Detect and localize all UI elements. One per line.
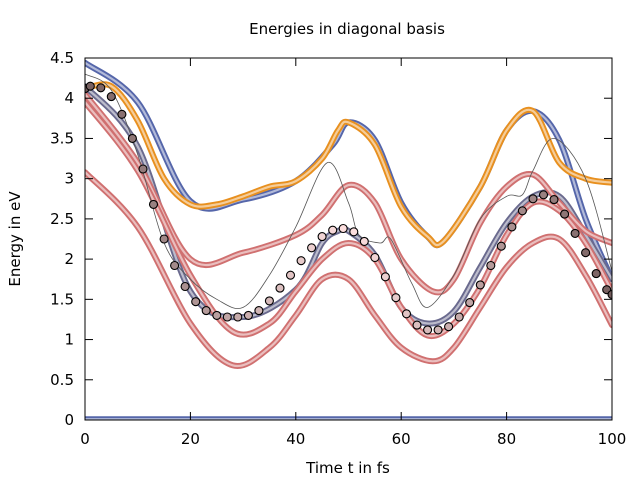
x-tick-label: 20 xyxy=(181,430,200,448)
series-8-point xyxy=(96,83,106,93)
plot-area xyxy=(85,59,612,420)
series-8-point xyxy=(486,260,496,271)
series-8-point xyxy=(607,289,612,300)
series-8-point xyxy=(412,320,422,330)
chart-title: Energies in diagonal basis xyxy=(249,20,445,38)
series-8-point xyxy=(391,293,401,303)
series-8-point xyxy=(106,92,116,102)
series-8-point xyxy=(359,236,369,246)
series-8-point xyxy=(201,306,211,316)
x-tick-label: 100 xyxy=(598,430,627,448)
series-8-point xyxy=(581,248,591,258)
x-tick-label: 60 xyxy=(392,430,411,448)
series-8-point xyxy=(296,256,306,266)
y-tick-label: 0.5 xyxy=(50,371,74,389)
series-8-point xyxy=(307,243,317,253)
series-8-point xyxy=(317,232,327,242)
y-tick-label: 3 xyxy=(64,170,74,188)
series-8-point xyxy=(433,325,443,335)
series-8-point xyxy=(243,310,253,320)
series-8-point xyxy=(338,223,348,234)
x-tick-label: 80 xyxy=(497,430,516,448)
y-tick-label: 2 xyxy=(64,250,74,268)
series-8-point xyxy=(380,272,390,282)
x-tick-label: 0 xyxy=(80,430,90,448)
series-8-point xyxy=(454,312,464,322)
series-8-point xyxy=(475,280,485,290)
series-8-point xyxy=(275,283,285,293)
series-4-band xyxy=(85,99,612,340)
series-8-point xyxy=(349,227,359,237)
series-8-point xyxy=(570,228,580,238)
series-8-point xyxy=(148,199,159,209)
series-8-point xyxy=(285,270,296,280)
series-8-point xyxy=(423,325,433,335)
y-tick-label: 0 xyxy=(64,411,74,429)
series-8-point xyxy=(444,322,454,332)
series-8-point xyxy=(222,312,232,322)
y-tick-label: 1 xyxy=(64,331,74,349)
series-8-point xyxy=(212,310,222,320)
y-tick-label: 4.5 xyxy=(50,49,74,67)
series-8-point xyxy=(591,269,601,279)
series-8-point xyxy=(370,252,380,263)
series-8-point xyxy=(264,296,274,306)
y-tick-label: 4 xyxy=(64,89,74,107)
series-8-point xyxy=(127,133,137,143)
plot-frame xyxy=(84,57,613,421)
series-8-point xyxy=(85,81,95,91)
axis-ticks: 0 20 40 60 80 100 0 0.5 1 1.5 2 2.5 3 3.5 4 4.5 xyxy=(50,49,626,448)
y-tick-label: 3.5 xyxy=(50,129,74,147)
series-8-point xyxy=(401,309,412,319)
series-8-point xyxy=(507,222,517,232)
series-8-point xyxy=(517,206,527,216)
series-8-point xyxy=(233,312,243,322)
y-tick-label: 1.5 xyxy=(50,290,74,308)
series-8-point xyxy=(549,195,559,205)
y-tick-label: 2.5 xyxy=(50,210,74,228)
series-8-point xyxy=(465,298,475,308)
series-8-point xyxy=(191,297,201,307)
series-8-point xyxy=(528,194,538,204)
series-8-point xyxy=(560,209,570,219)
series-8-point xyxy=(496,241,506,251)
series-8-point xyxy=(117,109,127,119)
y-axis-title: Energy in eV xyxy=(6,191,24,287)
series-8-point xyxy=(138,164,148,174)
series-8-point xyxy=(254,306,264,316)
series-8-point xyxy=(180,281,190,292)
series-8-point xyxy=(170,260,180,271)
series-1-band-highlight xyxy=(85,83,612,247)
series-8-point xyxy=(328,225,338,235)
x-tick-label: 40 xyxy=(286,430,305,448)
series-5-band-highlight xyxy=(85,171,612,368)
series-8-point xyxy=(538,190,549,200)
x-axis-title: Time t in fs xyxy=(305,459,390,477)
series-8-point xyxy=(159,234,169,244)
